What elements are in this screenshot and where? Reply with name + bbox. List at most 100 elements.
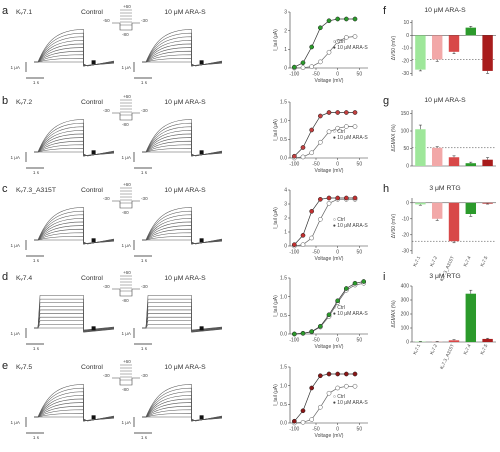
control-trace (34, 316, 115, 332)
data-point (300, 145, 306, 150)
y-tick-label: -20 (402, 58, 409, 64)
x-tick-label: 50 (357, 427, 363, 433)
x-tick-label: 0 (336, 338, 339, 344)
bar (431, 147, 443, 166)
y-axis-label: ΔGMAX (%) (391, 124, 397, 152)
y-tick-label: 0.0 (280, 421, 287, 427)
data-point (335, 16, 341, 22)
scale-y-label: 1 μA (121, 155, 131, 160)
drug-trace (142, 298, 223, 333)
protocol-hold-label: -30 (141, 108, 148, 113)
bar (465, 27, 477, 36)
drug-trace (142, 32, 223, 67)
protocol-path (112, 288, 140, 297)
panel-letter: f (383, 5, 387, 17)
data-point (317, 373, 323, 379)
bar-category-label: Kᵥ7.5 (479, 255, 488, 267)
scale-y-label: 1 μA (121, 65, 131, 70)
tail-marker (199, 60, 204, 65)
scale-y-label: 1 μA (121, 331, 131, 336)
series-line (294, 373, 355, 422)
bar-category-label: Kᵥ7.1 (412, 255, 421, 267)
control-trace (34, 298, 115, 333)
control-label: Control (81, 364, 103, 371)
scale-y-label: 1 μA (121, 420, 131, 425)
series-line (294, 18, 355, 68)
data-point (300, 65, 306, 71)
y-tick-label: 300 (401, 298, 410, 304)
series-line (294, 282, 364, 335)
data-point (291, 64, 297, 70)
data-point (326, 371, 332, 377)
data-point (326, 18, 332, 24)
data-point (309, 127, 315, 133)
channel-name: Kᵥ7.5 (16, 364, 32, 371)
bar-panel-f: f 10 μM ARA-S 10 0 -10 -20 -30 ΔV50 (mV) (383, 5, 496, 77)
bar-panel-g: g 10 μM ARA-S 150 100 50 0 ΔGMAX (%) (383, 95, 496, 170)
channel-name: Kᵥ7.3_A315T (16, 187, 56, 194)
bar (448, 35, 460, 52)
bar-panel-title: 3 μM RTG (429, 185, 460, 192)
bar (465, 293, 477, 342)
protocol-top-label: +60 (123, 270, 131, 275)
scale-y-label: 1 μA (10, 155, 20, 160)
protocol-low-label: -80 (122, 298, 129, 303)
y-tick-label: 3 (284, 202, 287, 208)
y-tick-label: 10 (403, 20, 409, 26)
x-tick-label: 0 (336, 162, 339, 168)
data-point (317, 25, 323, 31)
y-tick-label: 1.0 (280, 294, 287, 300)
bar (482, 338, 493, 342)
panel-letter: a (2, 5, 9, 17)
x-axis-label: Voltage (mV) (315, 256, 344, 262)
drug-trace (142, 119, 223, 157)
data-point (300, 330, 306, 336)
x-tick-label: 50 (357, 162, 363, 168)
bar (415, 202, 426, 205)
legend-ctrl: ○ Ctrl (333, 305, 345, 311)
bar (431, 202, 443, 219)
y-tick-label: -10 (402, 46, 409, 52)
data-point (352, 195, 358, 201)
drug-label: 10 μM ARA-S (164, 9, 206, 16)
drug-trace (142, 387, 223, 422)
y-tick-label: 0 (284, 66, 287, 72)
x-axis-label: Voltage (mV) (315, 168, 344, 174)
data-point (326, 200, 332, 206)
y-tick-label: -30 (402, 248, 409, 254)
drug-trace (142, 316, 223, 332)
protocol-low-label: -80 (122, 387, 129, 392)
bar (482, 202, 493, 204)
drug-trace (142, 29, 223, 67)
data-point (335, 298, 341, 304)
data-point (300, 60, 306, 66)
protocol-mid-label: -30 (103, 196, 110, 201)
bar-panel-title: 3 μM RTG (429, 273, 460, 280)
drug-label: 10 μM ARA-S (164, 364, 206, 371)
protocol-path (112, 112, 140, 121)
control-trace (34, 29, 115, 67)
y-tick-label: 1.5 (280, 365, 287, 371)
row-b: b Kᵥ7.2 Control 10 μM ARA-S 1 μA 1 s 1 μA 1 s +6… (2, 94, 368, 175)
legend-ctrl: ○ Ctrl (333, 217, 345, 223)
data-point (335, 371, 341, 377)
y-axis-label: I_tail (μA) (273, 29, 279, 51)
scale-x-label: 1 s (33, 435, 40, 440)
bar (465, 202, 477, 214)
tail-marker (91, 150, 96, 155)
data-point (335, 195, 341, 201)
y-tick-label: 150 (401, 111, 410, 117)
data-point (343, 286, 349, 291)
protocol-path (112, 22, 140, 31)
data-point (309, 385, 315, 391)
x-tick-label: -50 (312, 427, 319, 433)
bar (431, 35, 443, 60)
data-point (317, 196, 323, 202)
data-point (326, 49, 332, 55)
data-point (326, 110, 332, 115)
data-point (300, 408, 306, 414)
row-a: a Kᵥ7.1 Control 10 μM ARA-S 1 μA 1 s 1 μA 1 s +6… (2, 4, 368, 85)
y-axis-label: I_tail (μA) (273, 119, 279, 141)
drug-trace (142, 122, 223, 157)
tail-marker (91, 415, 96, 420)
